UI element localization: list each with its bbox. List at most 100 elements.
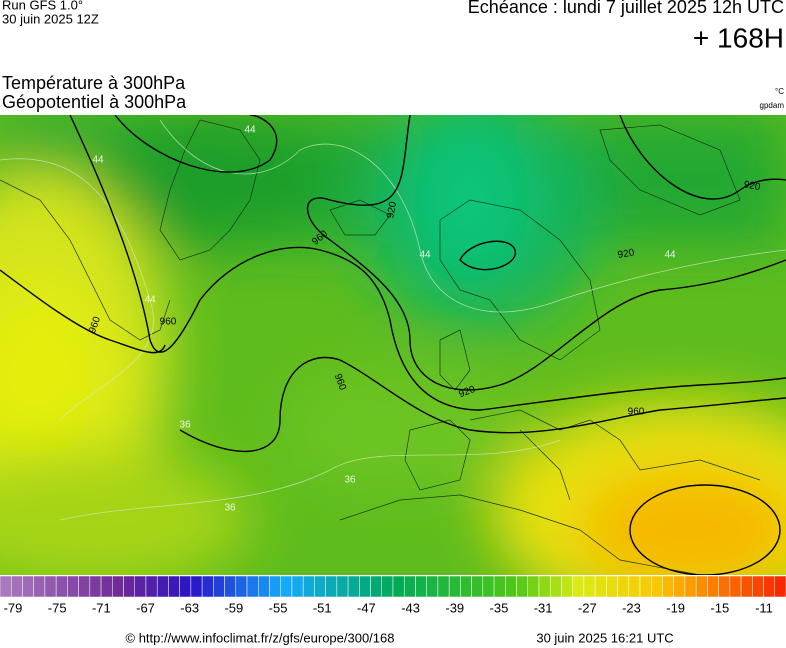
isotherm-label: 44 bbox=[144, 295, 156, 306]
color-swatch bbox=[763, 575, 776, 598]
color-swatch bbox=[403, 575, 416, 598]
color-swatch bbox=[179, 575, 192, 598]
color-swatch bbox=[0, 575, 12, 598]
color-swatch bbox=[347, 575, 360, 598]
color-swatch bbox=[774, 575, 786, 598]
color-swatch bbox=[67, 575, 79, 598]
color-swatch bbox=[538, 575, 551, 598]
color-swatch bbox=[471, 575, 484, 598]
color-swatch bbox=[583, 575, 596, 598]
colorbar-label: -71 bbox=[92, 600, 111, 615]
color-swatch bbox=[302, 575, 315, 598]
color-swatch bbox=[718, 575, 731, 598]
contour-label: 920 bbox=[385, 200, 399, 219]
color-swatch bbox=[415, 575, 427, 598]
colorbar: -79 -75 -71 -67 -63 -59 -55 -51 -47 -43 -39 -35 -31 -… bbox=[0, 575, 786, 615]
color-swatch bbox=[291, 575, 304, 598]
color-swatch bbox=[123, 575, 135, 598]
contour-label: 920 bbox=[617, 247, 636, 261]
color-swatch bbox=[145, 575, 158, 598]
colorbar-label: -55 bbox=[269, 600, 288, 615]
colorbar-label: -23 bbox=[622, 600, 641, 615]
contour-label: 960 bbox=[628, 407, 645, 418]
color-swatch bbox=[100, 575, 113, 598]
colorbar-label: -35 bbox=[490, 600, 509, 615]
color-swatch bbox=[201, 575, 214, 598]
color-swatch bbox=[549, 575, 562, 598]
lead-time: + 168H bbox=[693, 22, 784, 53]
color-swatch bbox=[673, 575, 686, 598]
color-swatch bbox=[572, 575, 585, 598]
color-swatch bbox=[22, 575, 34, 598]
coastlines bbox=[0, 119, 761, 575]
isotherm-label: 36 bbox=[179, 420, 191, 431]
color-swatch bbox=[505, 575, 517, 598]
color-swatch bbox=[112, 575, 124, 598]
color-swatch bbox=[370, 575, 383, 598]
color-swatch bbox=[639, 575, 652, 598]
color-swatch bbox=[516, 575, 528, 598]
color-swatch bbox=[336, 575, 349, 598]
color-swatch bbox=[482, 575, 495, 598]
color-swatch bbox=[190, 575, 203, 598]
color-swatch bbox=[280, 575, 293, 598]
color-swatch bbox=[594, 575, 607, 598]
isotherms bbox=[0, 119, 786, 521]
color-swatch bbox=[33, 575, 46, 598]
colorbar-label: -43 bbox=[401, 600, 420, 615]
colorbar-label: -19 bbox=[666, 600, 685, 615]
color-swatch bbox=[606, 575, 618, 598]
color-swatch bbox=[235, 575, 248, 598]
color-swatch bbox=[89, 575, 102, 598]
isotherm-label: 44 bbox=[664, 250, 676, 261]
color-swatch bbox=[156, 575, 169, 598]
colorbar-label: -11 bbox=[755, 600, 773, 615]
colorbar-label: -51 bbox=[313, 600, 332, 615]
color-swatch bbox=[55, 575, 68, 598]
title-temperature: Température à 300hPa bbox=[2, 73, 186, 93]
color-swatch bbox=[707, 575, 719, 598]
isotherm-label: 44 bbox=[419, 250, 431, 261]
color-swatch bbox=[392, 575, 405, 598]
color-swatch bbox=[729, 575, 742, 598]
source-url: © http://www.infoclimat.fr/z/gfs/europe/… bbox=[126, 630, 395, 645]
echeance: Echéance : lundi 7 juillet 2025 12h UTC bbox=[468, 0, 784, 17]
color-swatch bbox=[168, 575, 180, 598]
color-swatch bbox=[269, 575, 281, 598]
color-swatch bbox=[426, 575, 439, 598]
color-swatch bbox=[381, 575, 394, 598]
color-swatch bbox=[258, 575, 270, 598]
colorbar-label: -47 bbox=[357, 600, 376, 615]
color-swatch bbox=[460, 575, 472, 598]
color-swatch bbox=[628, 575, 641, 598]
colorbar-label: -75 bbox=[48, 600, 67, 615]
color-swatch bbox=[78, 575, 91, 598]
color-swatch bbox=[493, 575, 506, 598]
contour-label: 920 bbox=[743, 179, 762, 193]
color-swatch bbox=[134, 575, 147, 598]
color-swatch bbox=[325, 575, 338, 598]
color-swatch bbox=[617, 575, 630, 598]
color-swatch bbox=[684, 575, 697, 598]
isotherm-label: 36 bbox=[344, 475, 356, 486]
isotherm-label: 36 bbox=[224, 503, 236, 514]
colorbar-label: -39 bbox=[445, 600, 464, 615]
color-swatch bbox=[44, 575, 57, 598]
color-swatch bbox=[224, 575, 237, 598]
color-swatch bbox=[10, 575, 23, 598]
unit-temperature: °C bbox=[775, 87, 784, 96]
unit-geopotential: gpdam bbox=[760, 101, 785, 110]
colorbar-label: -63 bbox=[180, 600, 199, 615]
color-swatch bbox=[740, 575, 753, 598]
colorbar-label: -27 bbox=[578, 600, 597, 615]
isohypses bbox=[0, 115, 786, 575]
color-swatch bbox=[752, 575, 764, 598]
color-swatch bbox=[213, 575, 225, 598]
run: Run GFS 1.0° bbox=[2, 0, 83, 12]
color-swatch bbox=[561, 575, 573, 598]
run-date: 30 juin 2025 12Z bbox=[2, 11, 99, 26]
colorbar-label: -15 bbox=[710, 600, 729, 615]
